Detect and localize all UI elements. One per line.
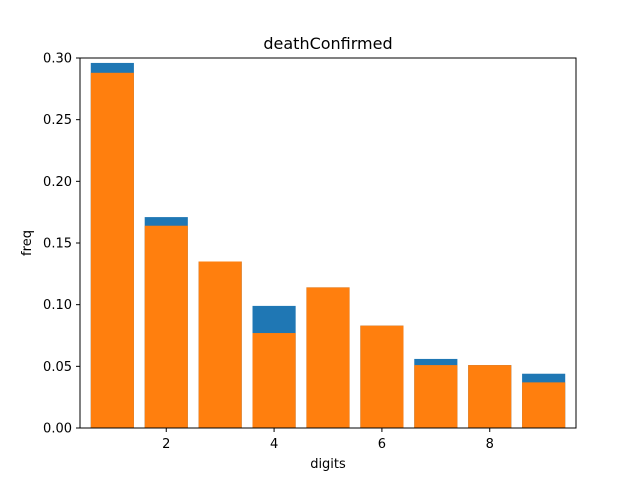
bar-series-2-digit-1 <box>90 72 134 429</box>
y-tick-label: 0.00 <box>43 422 72 437</box>
bar-series-2-digit-7 <box>414 365 458 428</box>
bar-series-2-digit-8 <box>468 365 512 428</box>
bar-series-2-digit-4 <box>252 333 296 428</box>
y-tick-label: 0.15 <box>43 237 72 252</box>
x-tick-label: 6 <box>378 437 386 452</box>
x-axis-label: digits <box>310 457 346 472</box>
plot-frame <box>79 57 577 429</box>
axes-layer: 2 4 6 8 0.00 0.05 0.10 0.15 0.20 0.25 0.30 <box>43 52 494 453</box>
bar-series-2-digit-5 <box>306 287 350 428</box>
y-axis-label: freq <box>20 230 35 256</box>
bar-series-2-digit-3 <box>198 261 242 428</box>
bars-layer <box>90 62 566 429</box>
bar-series-2-digit-9 <box>522 382 566 428</box>
y-tick-label: 0.20 <box>43 175 72 190</box>
y-tick-label: 0.10 <box>43 298 72 313</box>
bar-series-2-digit-6 <box>360 325 404 428</box>
chart-title: deathConfirmed <box>263 34 392 53</box>
y-tick-label: 0.25 <box>43 113 72 128</box>
x-tick-label: 8 <box>486 437 494 452</box>
bar-series-2-digit-2 <box>144 225 188 428</box>
x-tick-label: 2 <box>162 437 170 452</box>
y-tick-label: 0.30 <box>43 52 72 67</box>
x-tick-label: 4 <box>270 437 278 452</box>
y-tick-label: 0.05 <box>43 360 72 375</box>
